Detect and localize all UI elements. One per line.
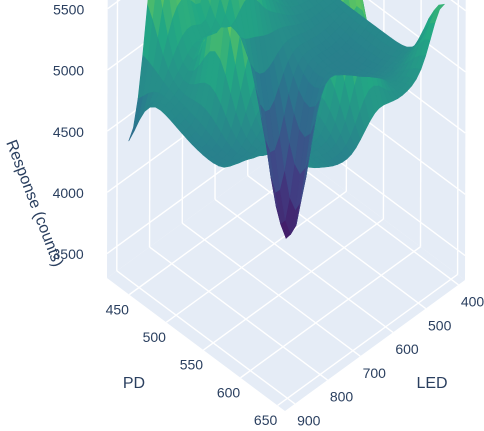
floor-gridline-x bbox=[116, 270, 296, 405]
x-tick-label: 400 bbox=[461, 294, 484, 310]
floor-gridline-y bbox=[165, 190, 347, 323]
z-tick-label: 4000 bbox=[53, 185, 84, 201]
y-axis-title: PD bbox=[123, 375, 145, 392]
wall-gridline-z bbox=[368, 0, 466, 73]
floor-gridline-x bbox=[214, 198, 394, 333]
surface-cell bbox=[433, 3, 446, 11]
x-tick-label: 500 bbox=[428, 317, 452, 333]
floor-plane bbox=[107, 147, 465, 411]
y-tick-label: 550 bbox=[180, 357, 204, 373]
x-tick-label: 700 bbox=[363, 365, 387, 381]
floor-pane bbox=[107, 147, 465, 411]
z-axis-title: Response (counts) bbox=[2, 138, 66, 269]
wall-gridline-x bbox=[116, 0, 119, 271]
floor-gridline-y bbox=[240, 246, 421, 379]
y-tick-label: 500 bbox=[143, 329, 167, 345]
surface-mesh bbox=[128, 0, 446, 239]
x-tick-label: 800 bbox=[330, 389, 354, 405]
x-tick-label: 600 bbox=[395, 341, 419, 357]
floor-gridline-x bbox=[280, 151, 459, 286]
wall-gridline-y bbox=[382, 0, 385, 220]
tick-labels: 3500400045005000550060006500450500550600… bbox=[53, 1, 484, 429]
x-tick-label: 900 bbox=[297, 413, 321, 429]
z-tick-label: 5500 bbox=[53, 1, 84, 17]
z-tick-label: 4500 bbox=[53, 124, 84, 140]
wall-gridline-y bbox=[456, 0, 459, 275]
z-tick-label: 5000 bbox=[53, 63, 84, 79]
y-tick-label: 600 bbox=[217, 385, 241, 401]
y-tick-label: 650 bbox=[254, 412, 278, 428]
floor-gridline-y bbox=[277, 273, 458, 407]
floor-gridline-y bbox=[203, 218, 384, 351]
y-tick-label: 450 bbox=[106, 301, 130, 317]
floor-gridline-x bbox=[149, 246, 328, 381]
z-tick-label: 3500 bbox=[53, 246, 84, 262]
floor-gridline-x bbox=[181, 222, 361, 357]
x-axis-title: LED bbox=[416, 375, 447, 392]
